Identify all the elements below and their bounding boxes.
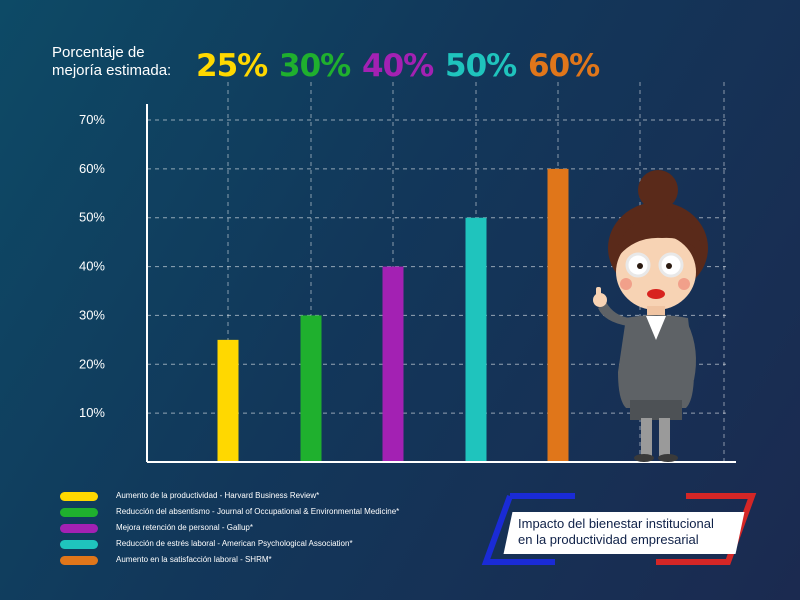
bar: [217, 339, 239, 462]
chart-title-line-1: Impacto del bienestar institucional: [518, 516, 714, 531]
legend-item: Aumento en la satisfacción laboral - SHR…: [60, 554, 480, 568]
leg-left: [641, 418, 652, 456]
title-frame-blue: [481, 493, 575, 565]
eye-left: [637, 263, 643, 269]
other-arm: [680, 324, 696, 380]
chart-title-line-2: en la productividad empresarial: [518, 532, 699, 547]
legend-swatch: [60, 556, 98, 565]
bar: [382, 266, 404, 462]
bar: [300, 315, 322, 462]
percent-header-40: 40%: [362, 48, 434, 84]
y-tick-label: 60%: [79, 161, 105, 176]
legend-item: Reducción de estrés laboral - American P…: [60, 538, 480, 552]
legend-swatch: [60, 524, 98, 533]
legend-item: Reducción del absentismo - Journal of Oc…: [60, 506, 480, 520]
leg-right: [659, 418, 670, 456]
legend-label: Mejora retención de personal - Gallup*: [116, 523, 253, 532]
raised-arm: [598, 302, 630, 326]
jacket: [618, 315, 694, 408]
y-tick-label: 40%: [79, 259, 105, 274]
businesswoman-illustration: [593, 170, 708, 462]
skirt: [630, 400, 682, 420]
percent-header-30: 30%: [279, 48, 351, 84]
header-label: Porcentaje de mejoría estimada:: [52, 44, 172, 79]
legend-swatch: [60, 540, 98, 549]
legend-item: Aumento de la productividad - Harvard Bu…: [60, 490, 480, 504]
y-tick-labels: 10% 20% 30% 40% 50% 60% 70%: [79, 112, 105, 420]
legend-label: Aumento de la productividad - Harvard Bu…: [116, 491, 320, 500]
bar: [547, 168, 569, 462]
bar: [465, 217, 487, 462]
y-tick-label: 20%: [79, 356, 105, 371]
hair-fringe: [614, 214, 704, 262]
mouth: [647, 289, 665, 299]
hair-bun: [638, 170, 678, 210]
legend-swatch: [60, 492, 98, 501]
legend-label: Reducción de estrés laboral - American P…: [116, 539, 353, 548]
percent-header-60: 60%: [528, 48, 600, 84]
legend-label: Aumento en la satisfacción laboral - SHR…: [116, 555, 272, 564]
legend-item: Mejora retención de personal - Gallup*: [60, 522, 480, 536]
legend-label: Reducción del absentismo - Journal of Oc…: [116, 507, 400, 516]
y-tick-label: 50%: [79, 210, 105, 225]
y-tick-label: 70%: [79, 112, 105, 127]
shirt-collar: [646, 316, 666, 340]
shoe-left: [634, 454, 654, 462]
chart-title: Impacto del bienestar institucional en l…: [518, 516, 748, 548]
bars: [217, 168, 569, 462]
percent-header-50: 50%: [445, 48, 517, 84]
cheek-right: [678, 278, 690, 290]
legend-swatch: [60, 508, 98, 517]
y-tick-label: 10%: [79, 405, 105, 420]
cheek-left: [620, 278, 632, 290]
eye-right: [666, 263, 672, 269]
shoe-right: [658, 454, 678, 462]
percent-header-25: 25%: [196, 48, 268, 84]
pointing-finger: [596, 287, 601, 299]
y-tick-label: 30%: [79, 307, 105, 322]
